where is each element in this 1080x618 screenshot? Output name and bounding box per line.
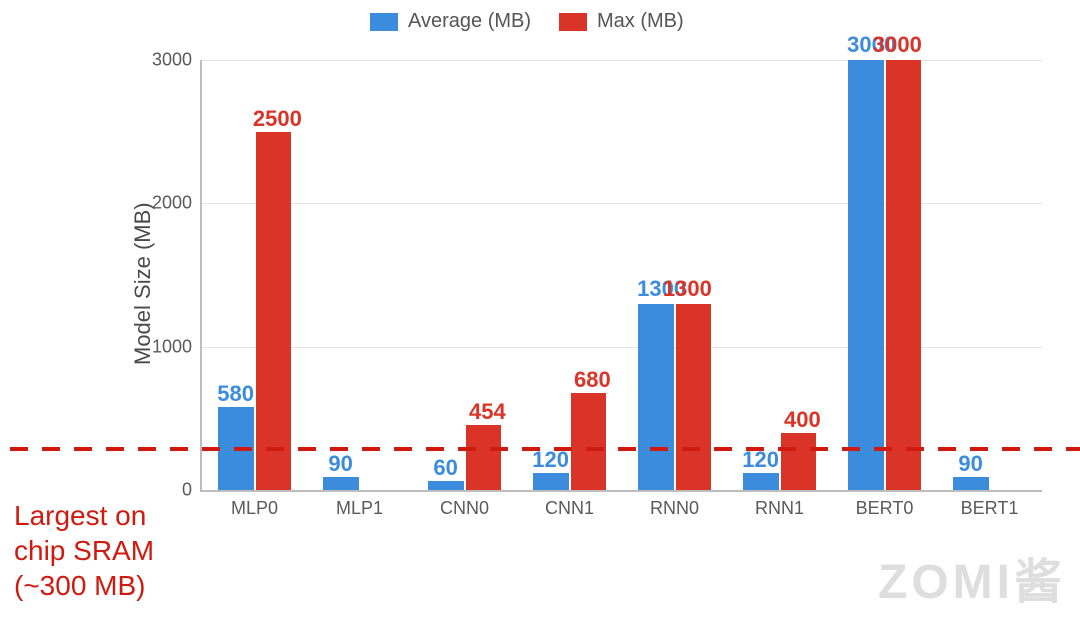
x-tick-label: BERT0 xyxy=(856,498,914,519)
x-tick-label: CNN1 xyxy=(545,498,594,519)
bar-max xyxy=(781,433,817,490)
legend: Average (MB) Max (MB) xyxy=(370,10,684,33)
value-label-avg: 580 xyxy=(217,381,254,407)
value-label-max: 400 xyxy=(784,407,821,433)
annotation-line-1: Largest on xyxy=(14,498,154,533)
y-tick-label: 0 xyxy=(182,480,192,501)
sram-annotation: Largest on chip SRAM (~300 MB) xyxy=(14,498,154,603)
plot-area: 0100020003000MLP0MLP1CNN0CNN1RNN0RNN1BER… xyxy=(200,60,1042,492)
legend-label-avg: Average (MB) xyxy=(408,10,531,33)
bar-avg xyxy=(953,477,989,490)
value-label-avg: 90 xyxy=(958,451,982,477)
annotation-line-2: chip SRAM xyxy=(14,533,154,568)
value-label-max: 2500 xyxy=(253,106,302,132)
bar-avg xyxy=(428,481,464,490)
value-label-max: 3000 xyxy=(873,32,922,58)
bar-avg xyxy=(638,304,674,490)
watermark: ZOMI酱 xyxy=(878,542,1066,612)
bar-avg xyxy=(323,477,359,490)
x-tick-label: RNN0 xyxy=(650,498,699,519)
legend-label-max: Max (MB) xyxy=(597,10,684,33)
y-tick-label: 2000 xyxy=(152,193,192,214)
chart-container: Average (MB) Max (MB) Model Size (MB) 01… xyxy=(0,0,1080,618)
bar-max xyxy=(676,304,712,490)
x-tick-label: MLP0 xyxy=(231,498,278,519)
legend-swatch-max xyxy=(559,13,587,31)
value-label-max: 680 xyxy=(574,367,611,393)
bar-avg xyxy=(533,473,569,490)
value-label-avg: 90 xyxy=(328,451,352,477)
x-tick-label: RNN1 xyxy=(755,498,804,519)
value-label-max: 454 xyxy=(469,399,506,425)
x-tick-label: CNN0 xyxy=(440,498,489,519)
sram-threshold-line xyxy=(10,447,1080,451)
legend-swatch-avg xyxy=(370,13,398,31)
x-tick-label: BERT1 xyxy=(961,498,1019,519)
legend-item-max: Max (MB) xyxy=(559,10,684,33)
legend-item-avg: Average (MB) xyxy=(370,10,531,33)
x-tick-label: MLP1 xyxy=(336,498,383,519)
value-label-avg: 60 xyxy=(433,455,457,481)
bar-avg xyxy=(848,60,884,490)
bar-max xyxy=(256,132,292,490)
y-tick-label: 1000 xyxy=(152,336,192,357)
bar-max xyxy=(886,60,922,490)
bar-avg xyxy=(743,473,779,490)
bar-max xyxy=(571,393,607,490)
bar-max xyxy=(466,425,502,490)
y-tick-label: 3000 xyxy=(152,50,192,71)
annotation-line-3: (~300 MB) xyxy=(14,568,154,603)
value-label-max: 1300 xyxy=(663,276,712,302)
